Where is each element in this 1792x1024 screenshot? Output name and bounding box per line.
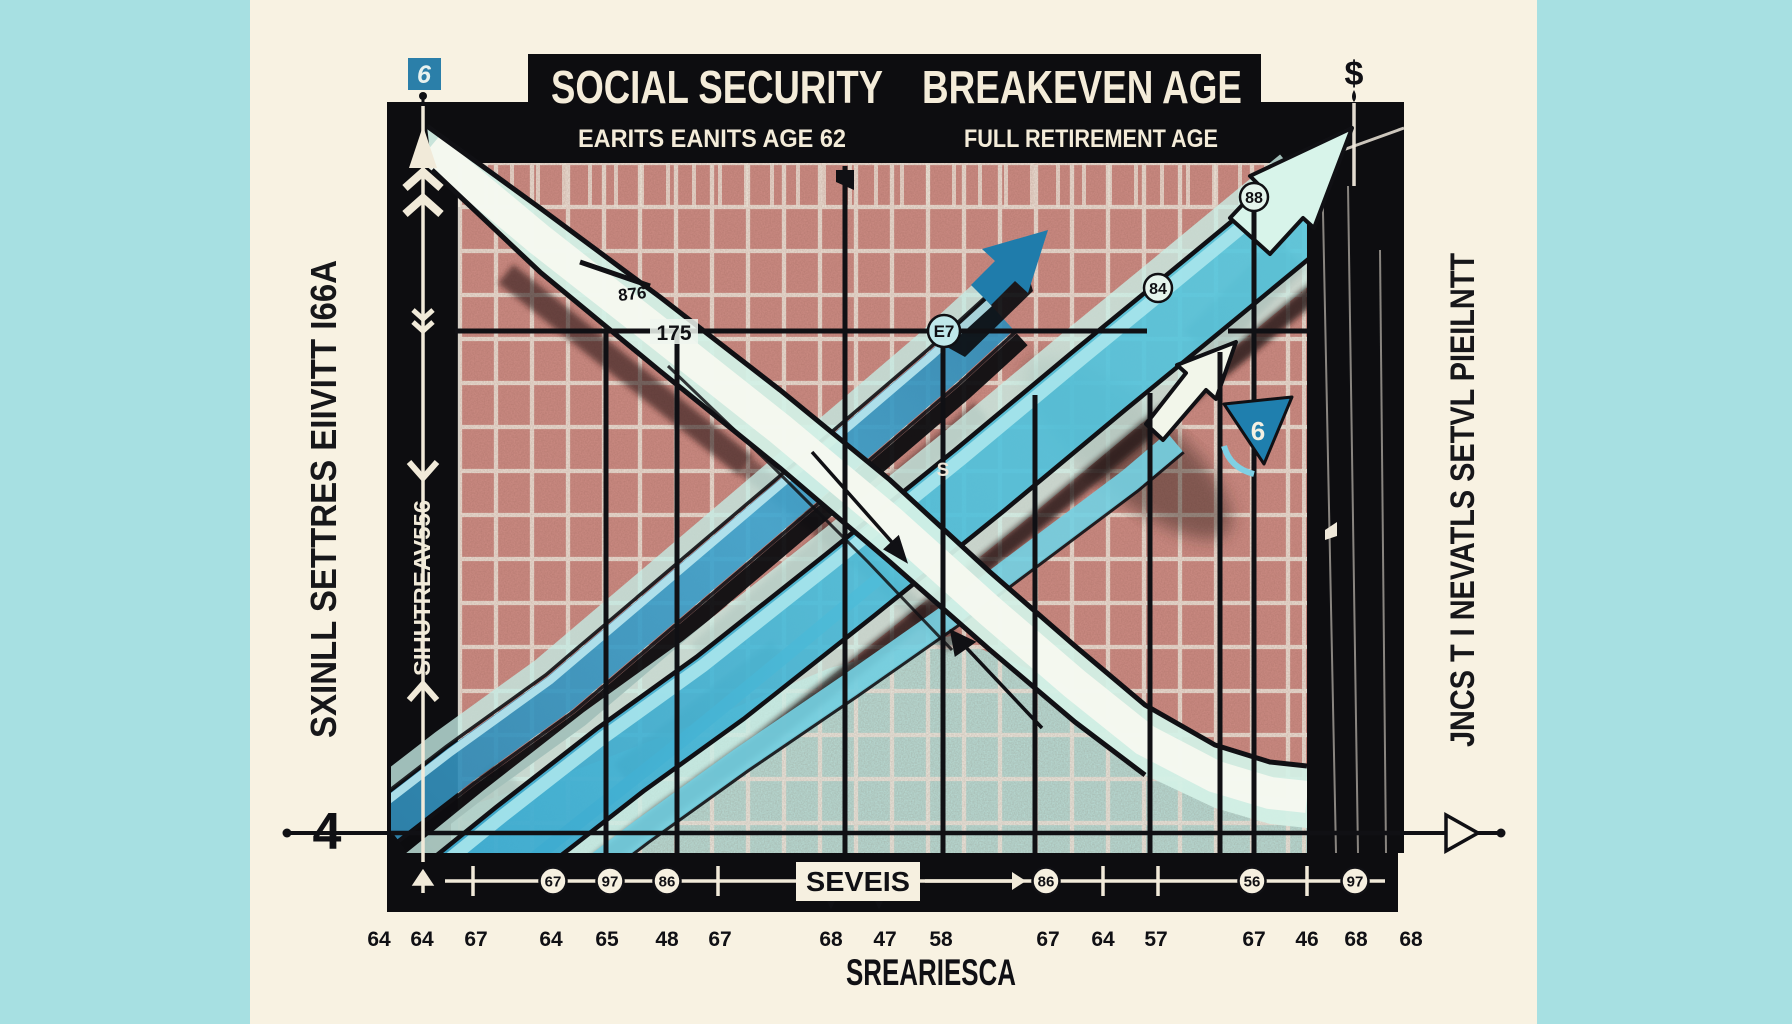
svg-text:67: 67 — [545, 873, 562, 890]
svg-text:175: 175 — [656, 322, 691, 345]
svg-text:46: 46 — [1295, 928, 1318, 951]
svg-text:84: 84 — [1149, 281, 1167, 298]
svg-text:68: 68 — [1399, 928, 1423, 951]
svg-text:SREARIESCA: SREARIESCA — [846, 952, 1016, 993]
svg-text:SOCIAL SECURITY: SOCIAL SECURITY — [551, 61, 883, 113]
svg-text:E7: E7 — [934, 322, 955, 341]
svg-text:86: 86 — [1038, 873, 1055, 890]
svg-text:4: 4 — [313, 803, 342, 861]
svg-text:97: 97 — [602, 873, 619, 890]
svg-text:SEVEIS: SEVEIS — [806, 866, 910, 897]
svg-text:EARITS EANITS AGE 62: EARITS EANITS AGE 62 — [578, 125, 846, 153]
svg-text:86: 86 — [659, 873, 676, 890]
svg-text:SXINLL SETTRES EIIVITT I66A: SXINLL SETTRES EIIVITT I66A — [303, 260, 344, 738]
svg-text:SIHUTREAV556: SIHUTREAV556 — [409, 500, 435, 676]
svg-text:$: $ — [1345, 55, 1364, 93]
svg-text:6: 6 — [417, 61, 432, 89]
svg-text:47: 47 — [873, 928, 896, 951]
svg-text:88: 88 — [1245, 190, 1263, 207]
svg-text:BREAKEVEN AGE: BREAKEVEN AGE — [922, 61, 1242, 113]
svg-text:68: 68 — [1344, 928, 1368, 951]
svg-text:57: 57 — [1144, 928, 1167, 951]
svg-text:97: 97 — [1347, 873, 1364, 890]
svg-text:876: 876 — [617, 283, 647, 305]
svg-text:68: 68 — [819, 928, 843, 951]
svg-text:64: 64 — [367, 928, 391, 951]
svg-text:S: S — [937, 460, 950, 481]
svg-text:64: 64 — [410, 928, 434, 951]
svg-text:58: 58 — [929, 928, 953, 951]
svg-text:65: 65 — [595, 928, 619, 951]
svg-text:64: 64 — [1091, 928, 1115, 951]
svg-text:56: 56 — [1244, 873, 1261, 890]
svg-text:67: 67 — [1036, 928, 1059, 951]
svg-text:FULL RETIREMENT AGE: FULL RETIREMENT AGE — [964, 125, 1218, 153]
svg-text:48: 48 — [655, 928, 679, 951]
svg-text:67: 67 — [708, 928, 731, 951]
svg-text:6: 6 — [1251, 416, 1265, 446]
svg-text:64: 64 — [539, 928, 563, 951]
svg-text:67: 67 — [464, 928, 487, 951]
svg-text:JNCS T I NEVATLS SETVL PIEILNT: JNCS T I NEVATLS SETVL PIEILNTT — [1444, 253, 1482, 747]
svg-text:67: 67 — [1242, 928, 1265, 951]
